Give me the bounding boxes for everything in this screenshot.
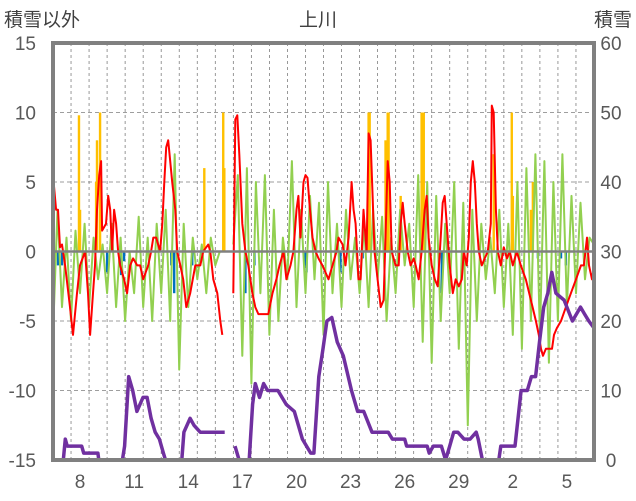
negative-bar <box>339 251 342 273</box>
right-y-tick-label: 10 <box>600 382 621 403</box>
x-tick-label: 29 <box>448 472 469 493</box>
left-y-tick-label: 5 <box>25 173 36 194</box>
negative-bar <box>105 251 109 273</box>
precip-bar <box>422 112 425 252</box>
negative-bar <box>172 251 176 294</box>
x-tick-label: 20 <box>286 472 307 493</box>
x-tick-label: 23 <box>340 472 361 493</box>
precip-bar <box>384 140 387 252</box>
right-y-tick-label: 0 <box>606 451 617 472</box>
right-y-tick-label: 50 <box>600 104 621 125</box>
right-axis-title: 積雪 <box>594 9 632 31</box>
right-y-tick-label: 20 <box>600 312 621 333</box>
negative-bar <box>60 251 64 266</box>
negative-bar <box>244 251 247 294</box>
precip-bar <box>510 112 513 252</box>
left-y-tick-label: -10 <box>9 382 36 403</box>
right-y-tick-label: 30 <box>600 243 621 264</box>
x-tick-label: 11 <box>124 472 144 493</box>
precip-bar <box>511 195 515 252</box>
chart-title: 上川 <box>299 9 337 31</box>
x-tick-label: 17 <box>232 472 253 493</box>
left-y-tick-label: -15 <box>9 451 36 472</box>
right-y-tick-label: 40 <box>600 173 621 194</box>
right-y-tick-label: 60 <box>600 34 621 55</box>
snow-depth-line <box>53 270 596 462</box>
green-series-line <box>52 153 595 427</box>
x-tick-label: 26 <box>394 472 415 493</box>
left-y-tick-label: 10 <box>15 104 36 125</box>
precip-bar <box>223 168 226 252</box>
precip-bar <box>203 168 206 252</box>
left-y-tick-label: -5 <box>19 312 36 333</box>
negative-bar <box>440 251 443 294</box>
x-tick-label: 2 <box>508 472 519 493</box>
precip-bar <box>368 112 371 252</box>
negative-bar <box>56 251 60 266</box>
x-tick-label: 5 <box>562 472 573 493</box>
x-tick-label: 8 <box>75 472 86 493</box>
precip-bar <box>387 112 390 252</box>
x-tick-label: 14 <box>178 472 200 493</box>
precip-bar <box>529 209 533 252</box>
negative-bar <box>122 251 126 262</box>
precip-bar <box>492 154 495 252</box>
precip-bar <box>78 209 82 252</box>
left-y-tick-label: 15 <box>15 34 36 55</box>
precip-bar <box>77 115 81 252</box>
plot-marks <box>52 104 596 462</box>
negative-bar <box>559 251 563 259</box>
left-axis-title: 積雪以外 <box>4 9 80 31</box>
plot-frame <box>51 41 596 462</box>
precip-bar <box>98 112 102 252</box>
gridlines <box>53 43 594 460</box>
left-y-tick-label: 0 <box>25 243 36 264</box>
